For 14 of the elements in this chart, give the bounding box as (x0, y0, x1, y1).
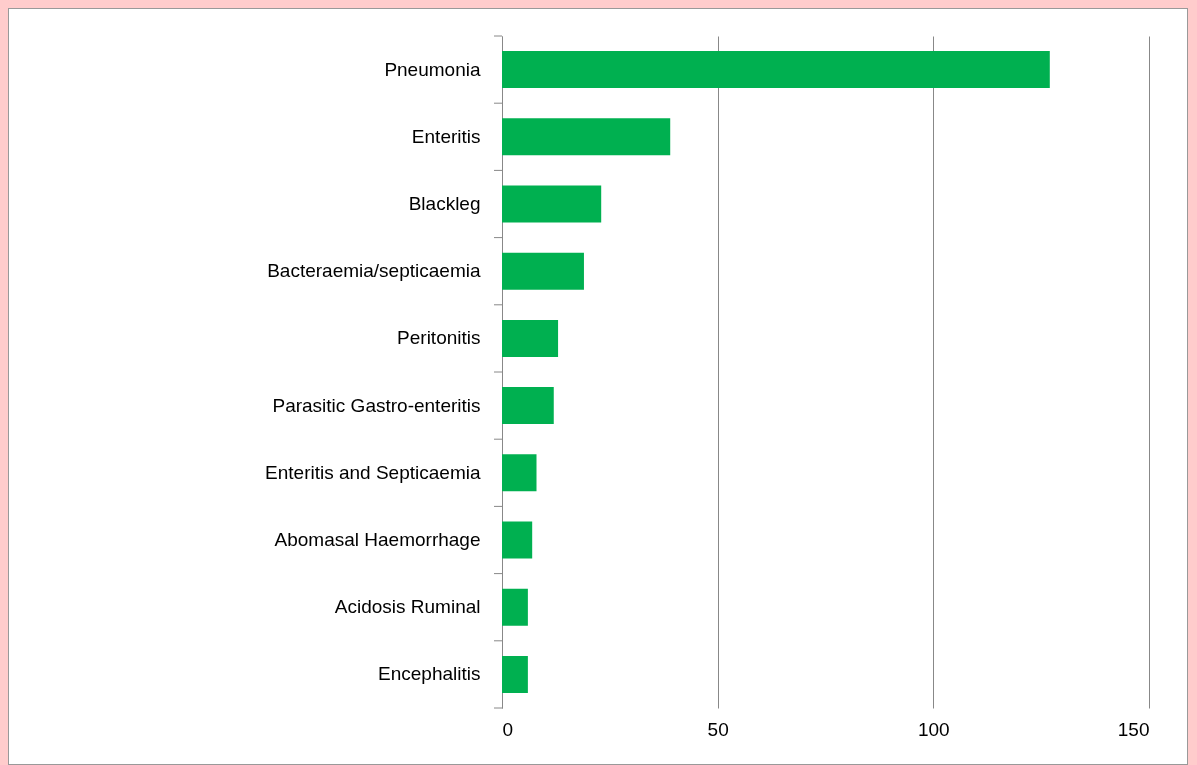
y-tick-label: Parasitic Gastro-enteritis (272, 394, 481, 416)
x-tick-label: 150 (1117, 718, 1150, 740)
y-tick-label: Bacteraemia/septicaemia (267, 260, 481, 282)
y-tick-label: Pneumonia (384, 58, 481, 80)
y-tick-label: Peritonitis (397, 327, 481, 349)
y-tick-label: Encephalitis (378, 663, 481, 685)
y-tick-label: Abomasal Haemorrhage (274, 529, 481, 550)
y-tick-label: Enteritis and Septicaemia (265, 461, 481, 483)
y-tick-label: Enteritis (411, 125, 481, 147)
x-tick-label: 100 (917, 718, 950, 740)
y-tick-label: Blackleg (408, 193, 481, 214)
x-tick-label: 0 (502, 718, 514, 740)
x-tick-label: 50 (707, 718, 729, 740)
y-tick-label: Acidosis Ruminal (334, 596, 481, 618)
